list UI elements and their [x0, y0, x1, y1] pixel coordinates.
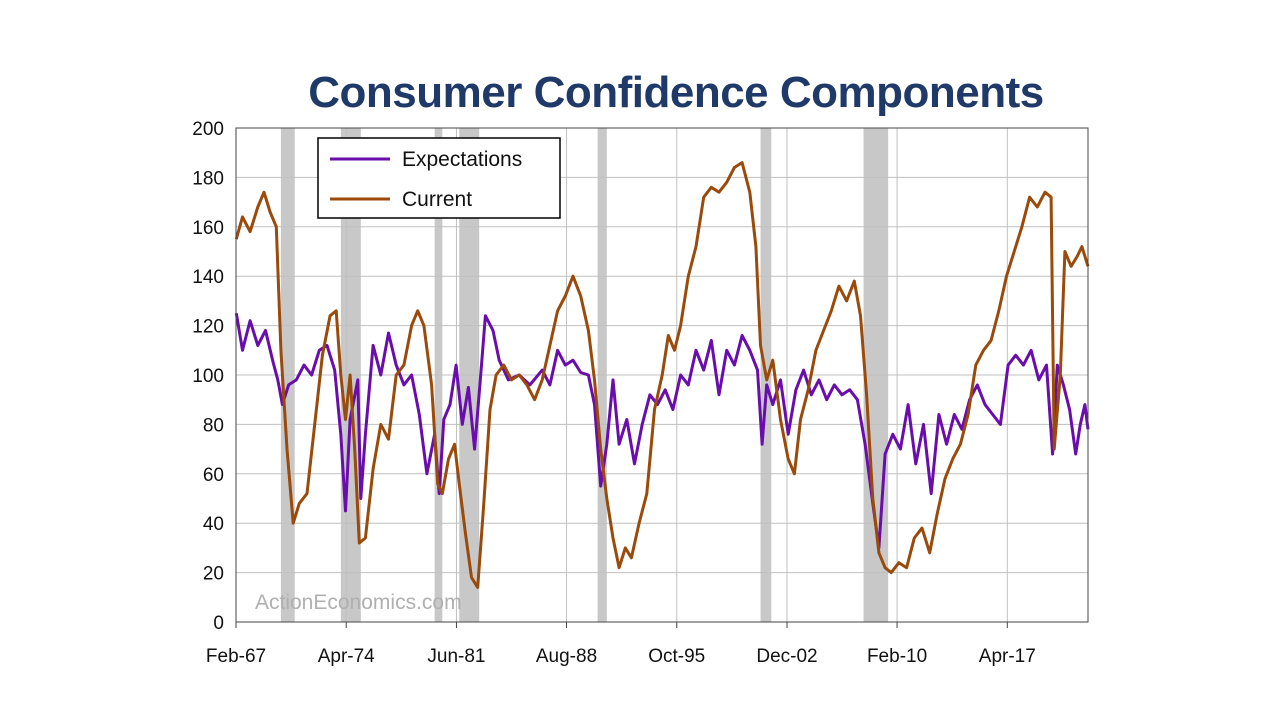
legend-label: Current [402, 188, 472, 211]
y-tick-label: 60 [203, 465, 224, 486]
x-tick-label: Apr-74 [318, 646, 375, 667]
x-tick-label: Aug-88 [536, 646, 597, 667]
x-tick-label: Apr-17 [979, 646, 1036, 667]
legend-box [317, 137, 561, 219]
chart-title: Consumer Confidence Components [308, 68, 1044, 117]
y-tick-label: 80 [203, 415, 224, 436]
x-tick-label: Dec-02 [756, 646, 817, 667]
y-tick-label: 200 [192, 119, 224, 140]
y-tick-label: 120 [192, 317, 224, 338]
series-line-expectations [234, 313, 1090, 550]
y-tick-label: 0 [213, 613, 224, 634]
y-tick-label: 40 [203, 514, 224, 535]
y-tick-label: 180 [192, 168, 224, 189]
y-tick-label: 160 [192, 218, 224, 239]
series-line-current [234, 161, 1090, 589]
plot-frame [235, 127, 1089, 623]
x-tick-label: Feb-67 [206, 646, 266, 667]
x-tick-label: Oct-95 [648, 646, 705, 667]
x-tick-label: Feb-10 [867, 646, 927, 667]
y-tick-label: 100 [192, 366, 224, 387]
watermark: ActionEconomics.com [255, 591, 462, 614]
y-tick-label: 140 [192, 267, 224, 288]
x-tick-label: Jun-81 [427, 646, 485, 667]
y-tick-label: 20 [203, 564, 224, 585]
legend-label: Expectations [402, 148, 522, 171]
